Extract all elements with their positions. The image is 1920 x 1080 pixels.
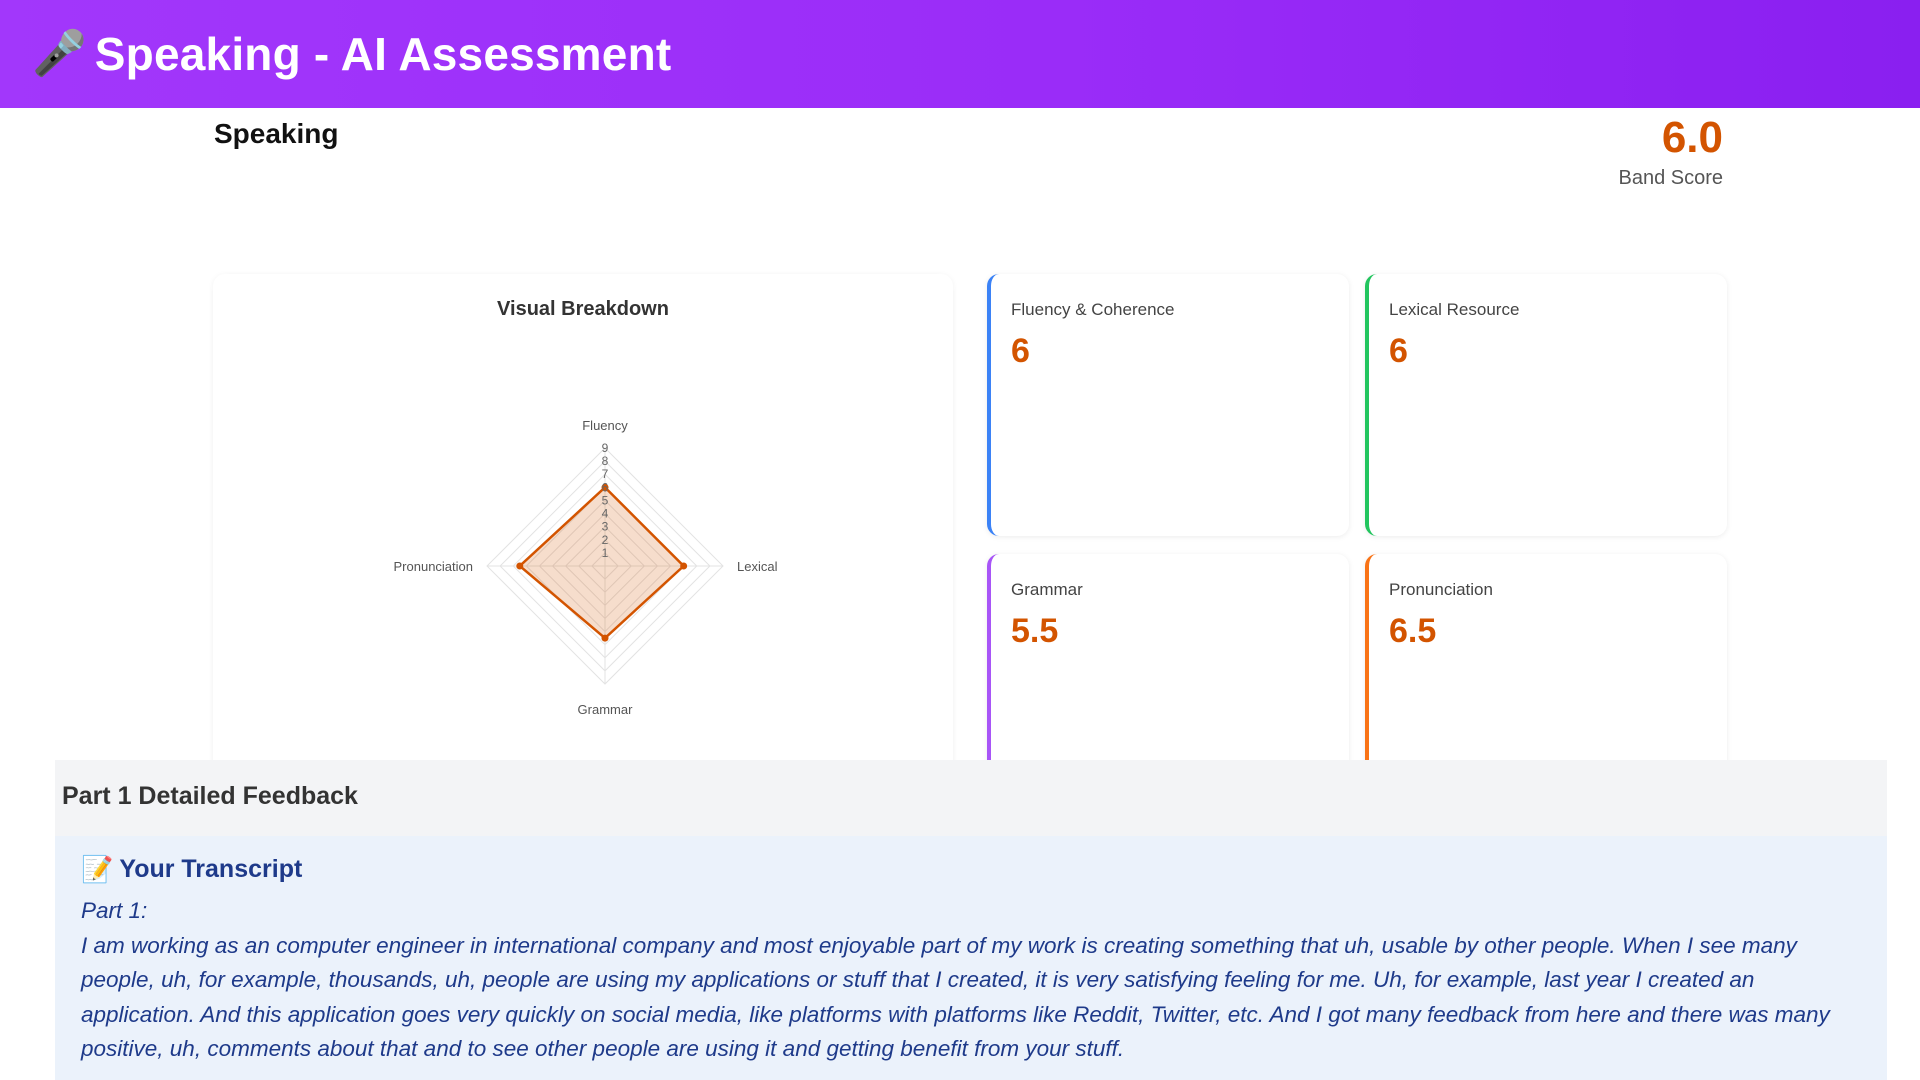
radar-data-point	[601, 483, 609, 491]
score-card-value: 6	[1389, 332, 1408, 370]
radar-scale-tick: 5	[602, 493, 609, 507]
score-card-label: Grammar	[1011, 580, 1083, 599]
transcript-header: 📝 Your Transcript	[81, 854, 302, 885]
score-card-fluency: Fluency & Coherence 6	[987, 274, 1349, 536]
band-score-label: Band Score	[1618, 167, 1723, 189]
transcript-panel: 📝 Your Transcript Part 1: I am working a…	[55, 836, 1887, 1080]
radar-axis-label: Fluency	[582, 418, 628, 433]
radar-scale-tick: 7	[602, 467, 609, 481]
app-header: 🎤 Speaking - AI Assessment	[0, 0, 1920, 108]
score-card-value: 6	[1011, 332, 1030, 370]
transcript-title: Your Transcript	[119, 855, 303, 883]
transcript-part-label: Part 1:	[81, 898, 148, 923]
feedback-title: Part 1 Detailed Feedback	[62, 782, 358, 810]
microphone-icon: 🎤	[32, 29, 87, 78]
memo-icon: 📝	[81, 854, 114, 884]
score-card-lexical: Lexical Resource 6	[1365, 274, 1727, 536]
score-card-value: 6.5	[1389, 612, 1437, 650]
radar-data-point	[680, 562, 688, 570]
radar-chart-title: Visual Breakdown	[497, 298, 669, 320]
radar-scale-tick: 1	[602, 546, 609, 560]
radar-scale-tick: 9	[602, 441, 609, 455]
radar-axis-label: Lexical	[737, 559, 778, 574]
radar-scale-tick: 3	[602, 520, 609, 534]
radar-scale-tick: 8	[602, 454, 609, 468]
radar-scale-tick: 4	[602, 507, 609, 521]
radar-scale-tick: 6	[602, 480, 609, 494]
score-card-value: 5.5	[1011, 612, 1059, 650]
radar-scale-tick: 2	[602, 533, 609, 547]
score-card-label: Lexical Resource	[1389, 300, 1520, 319]
radar-data-point	[516, 562, 524, 570]
feedback-section: Part 1 Detailed Feedback 📝 Your Transcri…	[55, 760, 1887, 1080]
score-card-label: Fluency & Coherence	[1011, 300, 1175, 319]
visual-breakdown-card: Visual Breakdown 1 2 3 4 5 6 7 8 9 Fluency Lexical…	[213, 274, 953, 794]
transcript-text: I am working as an computer engineer in …	[81, 932, 1830, 1062]
score-card-label: Pronunciation	[1389, 580, 1493, 599]
transcript-body: Part 1: I am working as an computer engi…	[81, 894, 1871, 1067]
radar-data-point	[601, 634, 609, 642]
page-title: Speaking - AI Assessment	[94, 28, 672, 80]
band-score-value: 6.0	[1661, 113, 1723, 162]
radar-axis-label: Grammar	[578, 702, 634, 717]
radar-axis-label: Pronunciation	[394, 559, 474, 574]
section-title: Speaking	[214, 118, 339, 149]
